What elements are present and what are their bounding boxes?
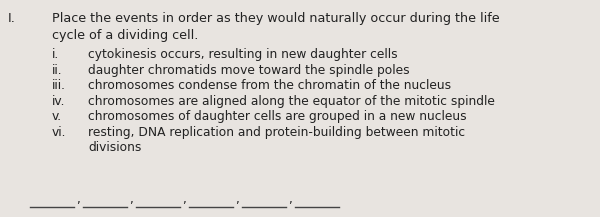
Text: ,: , <box>235 192 239 205</box>
Text: ,: , <box>288 192 292 205</box>
Text: i.: i. <box>52 48 59 61</box>
Text: vi.: vi. <box>52 125 67 138</box>
Text: chromosomes condense from the chromatin of the nucleus: chromosomes condense from the chromatin … <box>88 79 451 92</box>
Text: divisions: divisions <box>88 141 142 154</box>
Text: ,: , <box>182 192 186 205</box>
Text: ,: , <box>129 192 133 205</box>
Text: cycle of a dividing cell.: cycle of a dividing cell. <box>52 30 199 43</box>
Text: iv.: iv. <box>52 94 65 107</box>
Text: Place the events in order as they would naturally occur during the life: Place the events in order as they would … <box>52 12 500 25</box>
Text: chromosomes of daughter cells are grouped in a new nucleus: chromosomes of daughter cells are groupe… <box>88 110 467 123</box>
Text: v.: v. <box>52 110 62 123</box>
Text: daughter chromatids move toward the spindle poles: daughter chromatids move toward the spin… <box>88 64 410 77</box>
Text: I.: I. <box>8 12 16 25</box>
Text: resting, DNA replication and protein-building between mitotic: resting, DNA replication and protein-bui… <box>88 125 465 138</box>
Text: ,: , <box>76 192 80 205</box>
Text: ii.: ii. <box>52 64 62 77</box>
Text: cytokinesis occurs, resulting in new daughter cells: cytokinesis occurs, resulting in new dau… <box>88 48 398 61</box>
Text: chromosomes are aligned along the equator of the mitotic spindle: chromosomes are aligned along the equato… <box>88 94 495 107</box>
Text: iii.: iii. <box>52 79 66 92</box>
